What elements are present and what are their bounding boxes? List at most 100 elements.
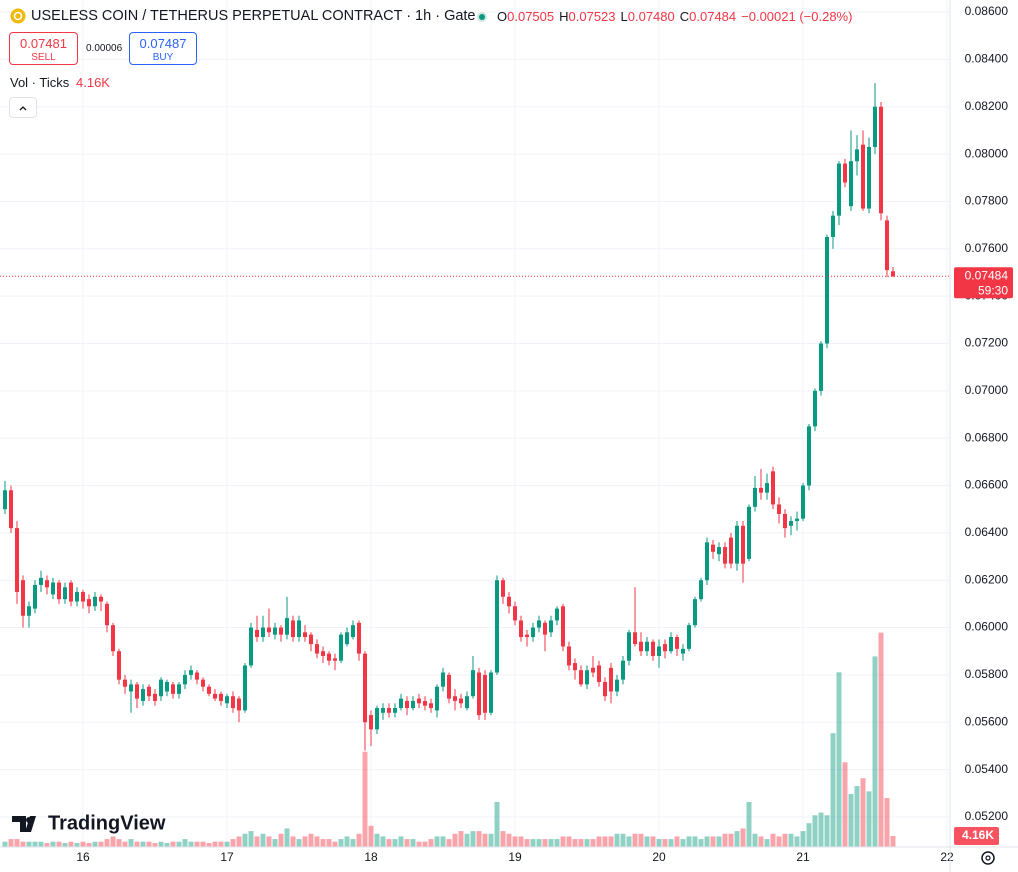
volume-bar [500,831,506,847]
volume-bar [140,841,146,847]
candle-body [746,506,751,559]
volume-bar [116,839,122,847]
volume-bar [674,836,680,847]
volume-bar [296,839,302,847]
volume-bar [152,843,158,847]
candle-body [584,670,589,685]
candle-body [356,622,361,654]
volume-bar [518,836,524,847]
candle-body [560,606,565,647]
candle-body [314,644,319,654]
volume-bar [26,841,32,847]
volume-bar [506,833,512,847]
candle-body [14,528,19,593]
candle-body [188,670,193,675]
volume-bar [134,841,140,847]
volume-bar [62,843,68,847]
volume-bar [188,841,194,847]
y-tick-label: 0.08200 [965,99,1009,113]
symbol-title[interactable]: USELESS COIN / TETHERUS PERPETUAL CONTRA… [31,8,476,24]
volume-bar [644,836,650,847]
candle-body [650,641,655,656]
volume-bar [764,839,770,847]
volume-bar [416,841,422,847]
candle-body [152,693,157,701]
volume-bar [422,841,428,847]
volume-bar [662,839,668,847]
candle-body [422,700,427,706]
ohlc-value: 0.07523 [568,9,616,24]
tradingview-logo[interactable]: TradingView [12,812,166,834]
volume-bar [830,733,836,847]
y-tick-label: 0.06000 [965,620,1009,634]
candle-body [8,490,13,529]
x-tick-label: 20 [652,850,666,864]
candle-body [338,634,343,661]
candle-body [782,513,787,529]
volume-bar [362,751,368,847]
volume-bar [302,836,308,847]
candle-body [44,580,49,588]
volume-bar [542,839,548,847]
x-tick-label: 19 [508,850,522,864]
x-tick-label: 18 [364,850,378,864]
candle-body [770,471,775,505]
volume-bar [146,841,152,847]
y-tick-label: 0.07000 [965,383,1009,397]
candle-body [452,696,457,701]
buy-button[interactable]: 0.07487 BUY [129,32,197,65]
volume-bar [260,833,266,847]
candle-body [116,651,121,680]
volume-bar [266,836,272,847]
collapse-button[interactable] [9,97,37,118]
candle-body [158,679,163,697]
volume-bar [122,841,128,847]
candle-body [254,629,259,638]
volume-bar [176,841,182,847]
candle-body [20,580,25,616]
y-tick-label: 0.06400 [965,525,1009,539]
candle-body [326,653,331,661]
candle-body [860,144,865,209]
settings-icon[interactable] [981,851,995,865]
volume-bar [722,833,728,847]
candle-body [794,518,799,522]
volume-bar [620,833,626,847]
volume-bar [164,843,170,847]
candle-body [206,686,211,694]
volume-bar [404,839,410,847]
candle-body [50,582,55,595]
candle-body [692,599,697,626]
volume-bar [344,836,350,847]
candle-body [590,667,595,673]
candle-body [830,215,835,237]
candle-body [146,686,151,697]
volume-bar [392,839,398,847]
volume-bar [86,843,92,847]
symbol-icon [10,8,26,29]
buy-price: 0.07487 [139,36,187,51]
y-tick-label: 0.08000 [965,146,1009,160]
countdown: 59:30 [978,283,1008,297]
volume-bar [230,839,236,847]
candle-body [812,390,817,427]
candle-body [890,271,895,277]
candle-body [230,696,235,709]
volume-bar [596,836,602,847]
candle-body [398,698,403,709]
volume-bar [782,833,788,847]
candle-body [536,620,541,628]
volume-bar [272,839,278,847]
volume-bar [224,841,230,847]
volume-bar [56,841,62,847]
candle-body [218,693,223,701]
candle-body [38,577,43,585]
volume-bar [98,841,104,847]
volume-bar [704,836,710,847]
y-tick-label: 0.07800 [965,194,1009,208]
market-status[interactable] [476,10,488,28]
volume-bar [374,833,380,847]
volume-bar [68,841,74,847]
sell-button[interactable]: 0.07481 SELL [9,32,78,65]
candle-body [176,684,181,694]
